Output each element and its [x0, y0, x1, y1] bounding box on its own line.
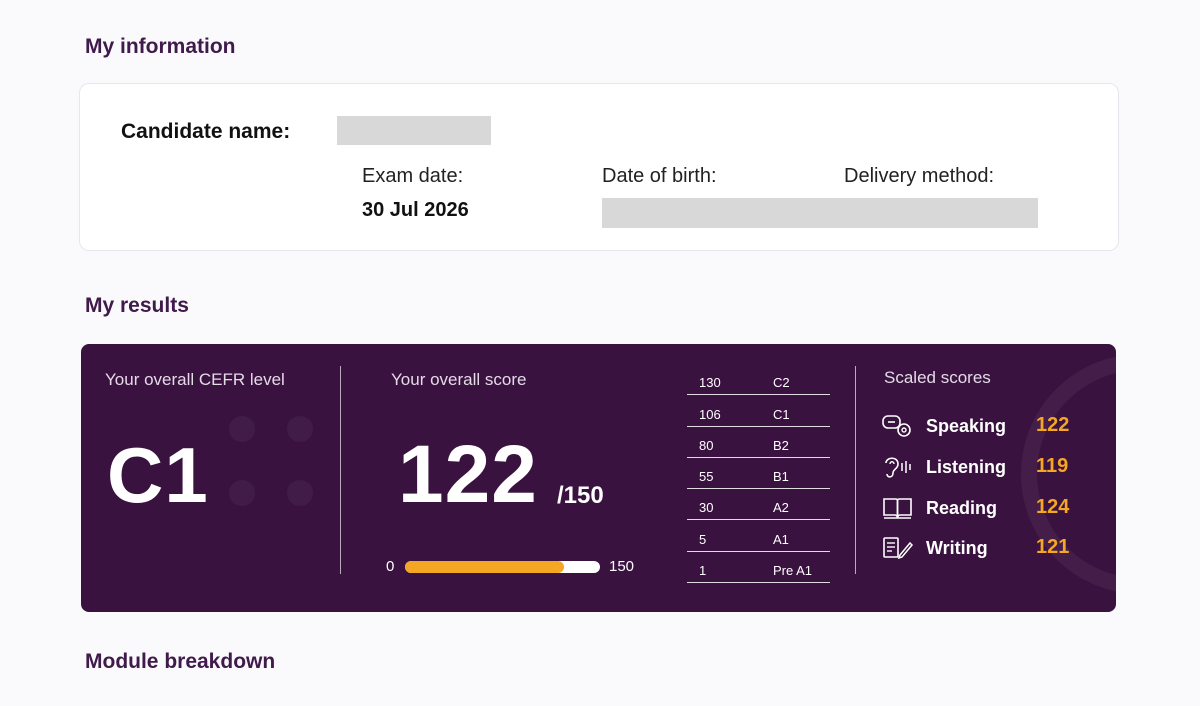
scale-score: 130 — [699, 375, 721, 391]
skill-score: 119 — [1036, 455, 1069, 477]
scaled-scores-heading: Scaled scores — [884, 368, 991, 387]
cefr-scale-table: 130 C2 106 C1 80 B2 55 B1 30 A2 5 A1 1 Pre A1 — [687, 364, 830, 584]
scale-level: C2 — [773, 375, 790, 391]
module-breakdown-heading: Module breakdown — [85, 650, 276, 673]
skill-writing: Writing 121 — [882, 534, 1082, 564]
scale-score: 1 — [699, 563, 707, 579]
ear-icon — [885, 457, 911, 478]
scale-row: 55 B1 — [687, 458, 830, 490]
decorative-dot — [229, 480, 255, 506]
candidate-name-label: Candidate name: — [121, 120, 291, 143]
scale-score: 5 — [699, 531, 707, 547]
scale-level: C1 — [773, 406, 790, 422]
skill-name: Speaking — [926, 416, 1007, 436]
overall-score-max: /150 — [557, 482, 604, 509]
scale-level: B2 — [773, 437, 789, 453]
scale-row: 5 A1 — [687, 520, 830, 552]
scale-row: 106 C1 — [687, 395, 830, 427]
skill-name: Reading — [926, 498, 998, 518]
scale-row: 80 B2 — [687, 427, 830, 458]
candidate-info-card: Candidate name: Exam date: 30 Jul 2026 D… — [79, 83, 1119, 251]
decorative-dot — [287, 480, 313, 506]
skill-score: 122 — [1036, 414, 1070, 436]
skill-name: Listening — [926, 457, 1006, 477]
divider — [340, 366, 341, 574]
speech-bubbles-icon — [882, 415, 911, 437]
open-book-icon — [883, 498, 912, 519]
skill-name: Writing — [926, 538, 988, 558]
skill-speaking: Speaking 122 — [882, 412, 1082, 442]
scale-level: Pre A1 — [773, 563, 813, 579]
scale-score: 55 — [699, 469, 714, 485]
scale-level: A2 — [773, 500, 789, 516]
scale-row: 30 A2 — [687, 489, 830, 521]
cefr-level-value: C1 — [107, 431, 209, 519]
overall-score-value: 122 — [398, 429, 538, 520]
scale-score: 80 — [699, 437, 714, 453]
score-progress-bar — [405, 561, 600, 573]
skill-listening: Listening 119 — [882, 453, 1082, 483]
document-pen-icon — [883, 537, 914, 560]
scale-row: 130 C2 — [687, 364, 830, 396]
decorative-dot — [287, 416, 313, 442]
overall-score-label: Your overall score — [391, 370, 527, 389]
score-progress-fill — [405, 561, 564, 573]
scale-score: 106 — [699, 406, 721, 422]
decorative-dot — [229, 416, 255, 442]
exam-date-label: Exam date: — [362, 165, 464, 187]
skill-reading: Reading 124 — [882, 494, 1082, 524]
candidate-name-redacted — [337, 116, 491, 145]
scale-level: A1 — [773, 531, 789, 547]
scale-level: B1 — [773, 469, 789, 485]
delivery-method-label: Delivery method: — [844, 165, 995, 187]
score-bar-min: 0 — [386, 558, 395, 575]
my-results-heading: My results — [85, 294, 189, 317]
skill-score: 121 — [1036, 536, 1070, 558]
scale-score: 30 — [699, 500, 714, 516]
dob-delivery-redacted — [602, 198, 1038, 228]
date-of-birth-label: Date of birth: — [602, 165, 717, 187]
skill-score: 124 — [1036, 496, 1070, 518]
cefr-level-label: Your overall CEFR level — [105, 370, 285, 389]
scale-row: 1 Pre A1 — [687, 552, 830, 584]
score-bar-max: 150 — [609, 558, 635, 575]
results-card: Your overall CEFR level C1 Your overall … — [81, 344, 1116, 612]
my-information-heading: My information — [85, 35, 236, 58]
divider — [855, 366, 856, 574]
exam-date-value: 30 Jul 2026 — [362, 199, 469, 221]
